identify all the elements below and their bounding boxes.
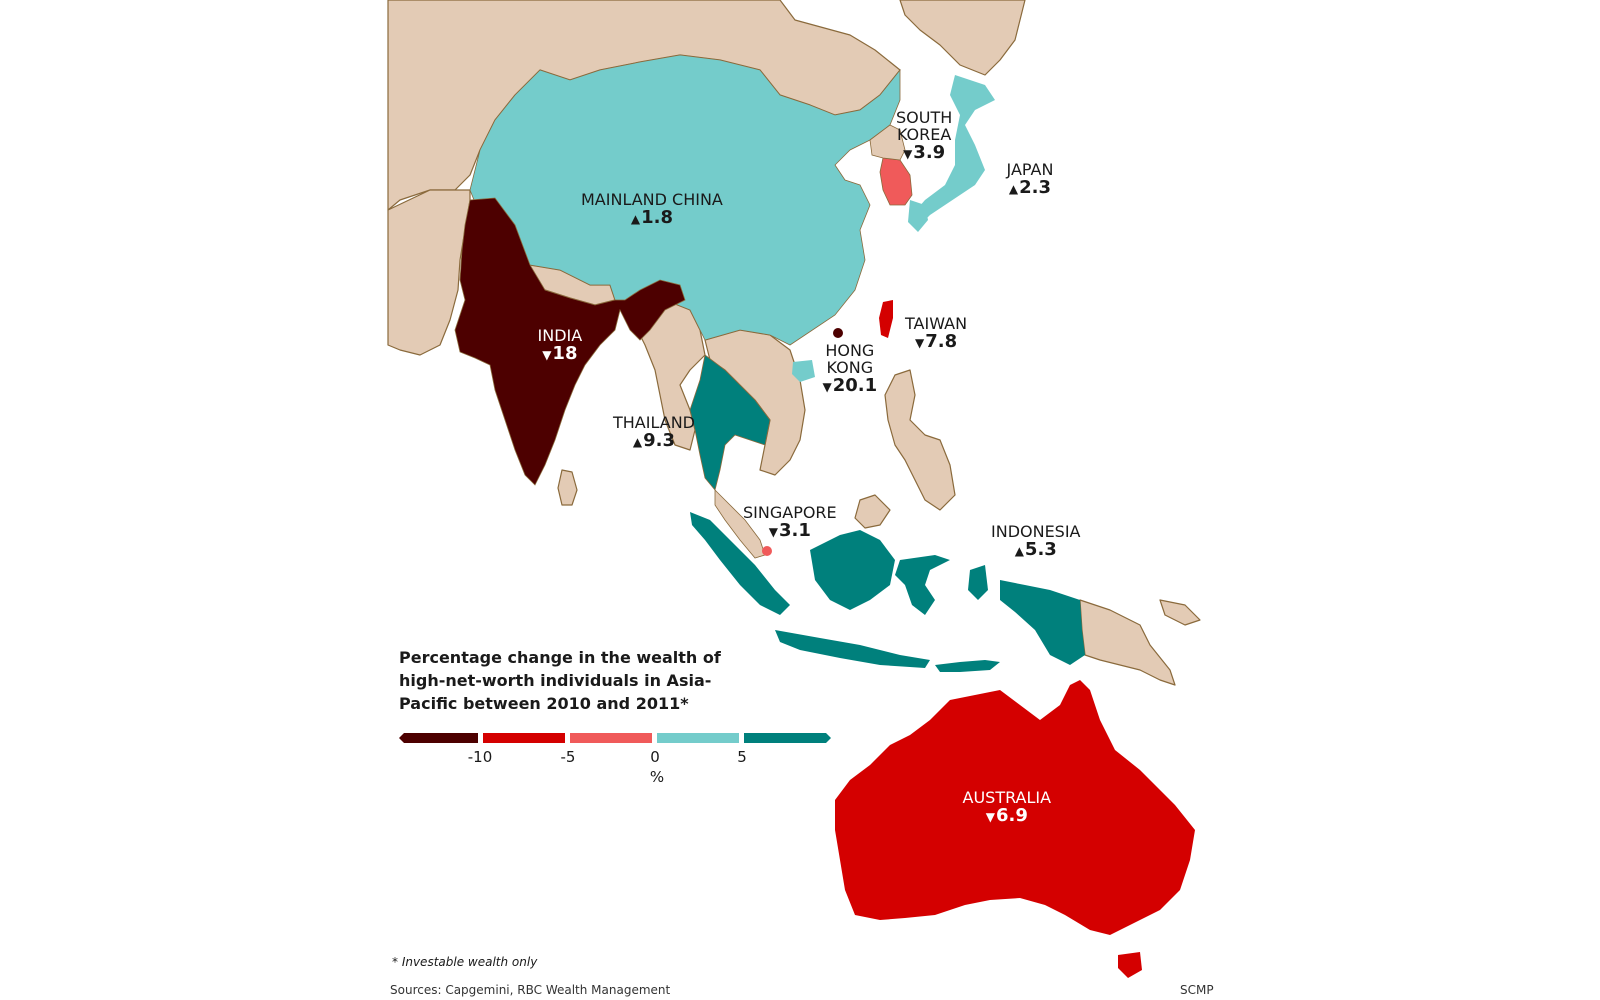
label-china: MAINLAND CHINA ▲1.8 (581, 190, 723, 228)
legend-bin-neg5-0 (570, 733, 652, 743)
sumatra-island (690, 512, 790, 615)
label-singapore: SINGAPORE ▼3.1 (743, 503, 837, 541)
label-india-name: INDIA (537, 326, 583, 345)
label-taiwan-name: TAIWAN (905, 314, 968, 333)
label-hk-value: ▼20.1 (822, 374, 878, 396)
russia-far-east (899, 0, 1026, 76)
south-korea-region (879, 157, 913, 206)
down-arrow-icon: ▼ (985, 809, 995, 824)
label-singapore-value: ▼3.1 (768, 519, 811, 541)
label-korea-value: ▼3.9 (903, 141, 946, 163)
label-thailand: THAILAND ▲9.3 (613, 413, 695, 451)
sources: Sources: Capgemini, RBC Wealth Managemen… (390, 983, 671, 997)
legend-unit: % (649, 768, 665, 786)
label-japan-value: ▲2.3 (1008, 176, 1052, 198)
legend-bin-lt-neg10 (399, 733, 478, 743)
label-korea-name2: KOREA (896, 124, 952, 144)
thailand-region (689, 354, 771, 491)
maluku-islands (968, 565, 988, 600)
legend-bin-0-5 (657, 733, 739, 743)
down-arrow-icon: ▼ (768, 524, 778, 539)
label-india: INDIA ▼18 (537, 326, 583, 364)
new-britain-land (1159, 599, 1201, 626)
sri-lanka-land (557, 469, 578, 506)
legend-tick-neg5: -5 (560, 748, 576, 766)
legend-tick-5: 5 (737, 748, 747, 766)
down-arrow-icon: ▼ (542, 347, 552, 362)
label-china-value: ▲1.8 (630, 206, 673, 228)
legend-bin-neg10-neg5 (483, 733, 565, 743)
label-thailand-name: THAILAND (613, 413, 695, 432)
taiwan-region (879, 300, 893, 338)
label-japan: JAPAN ▲2.3 (1006, 160, 1054, 198)
up-arrow-icon: ▲ (1008, 181, 1019, 196)
label-japan-name: JAPAN (1006, 160, 1054, 179)
sulawesi-island (895, 555, 950, 615)
label-hk-name2: KONG (826, 357, 874, 377)
hong-kong-marker (833, 328, 843, 338)
up-arrow-icon: ▲ (632, 434, 643, 449)
singapore-marker (762, 546, 772, 556)
western-new-guinea (1000, 580, 1085, 665)
japan-kyushu (908, 200, 928, 232)
down-arrow-icon: ▼ (822, 379, 832, 394)
label-south-korea: SOUTH KOREA ▼3.9 (896, 108, 953, 163)
north-korea-land (869, 124, 906, 161)
legend-color-bar (399, 733, 831, 743)
footnote: * Investable wealth only (392, 955, 538, 969)
philippines-land (884, 369, 956, 511)
papua-new-guinea-land (1079, 599, 1176, 686)
down-arrow-icon: ▼ (903, 146, 913, 161)
legend-title: Percentage change in the wealth of high-… (399, 648, 721, 713)
label-korea-name1: SOUTH (896, 108, 953, 127)
label-hk-name1: HONG (825, 341, 875, 360)
hainan-region (792, 360, 815, 382)
tasmania-region (1118, 952, 1142, 978)
australia-region (835, 680, 1195, 935)
label-thailand-value: ▲9.3 (632, 429, 676, 451)
label-australia: AUSTRALIA ▼6.9 (962, 788, 1052, 826)
label-indonesia-value: ▲5.3 (1014, 538, 1057, 560)
legend-bin-gt5 (744, 733, 831, 743)
india-region (454, 197, 686, 486)
label-taiwan-value: ▼7.8 (914, 330, 958, 352)
java-island (775, 630, 930, 668)
label-hong-kong: HONG KONG ▼20.1 (822, 341, 878, 396)
china-region (469, 54, 901, 346)
credit: SCMP (1180, 983, 1214, 997)
nusa-tenggara-islands (935, 660, 1000, 672)
up-arrow-icon: ▲ (1014, 543, 1024, 558)
label-australia-name: AUSTRALIA (962, 788, 1052, 807)
other-land (387, 0, 1201, 686)
borneo-island (810, 530, 895, 610)
down-arrow-icon: ▼ (914, 335, 925, 350)
label-indonesia-name: INDONESIA (991, 522, 1081, 541)
malay-peninsula-land (714, 489, 766, 559)
label-india-value: ▼18 (542, 342, 578, 364)
up-arrow-icon: ▲ (630, 211, 641, 226)
indonesia-region (690, 512, 1085, 672)
legend-tick-0: 0 (650, 748, 660, 766)
legend-tick-neg10: -10 (467, 748, 493, 766)
label-indonesia: INDONESIA ▲5.3 (991, 522, 1081, 560)
label-taiwan: TAIWAN ▼7.8 (905, 314, 968, 352)
north-borneo-land (854, 494, 891, 529)
label-singapore-name: SINGAPORE (743, 503, 837, 522)
label-australia-value: ▼6.9 (985, 804, 1028, 826)
label-china-name: MAINLAND CHINA (581, 190, 723, 209)
